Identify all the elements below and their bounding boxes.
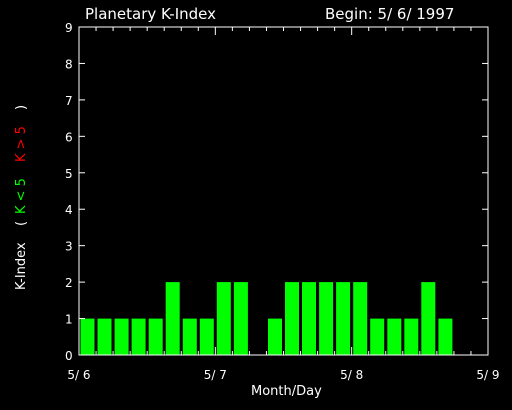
y-axis-label-prefix: K-Index	[14, 242, 29, 290]
y-tick-label: 0	[65, 349, 73, 363]
k-index-bar	[199, 318, 214, 355]
y-tick-label: 5	[65, 167, 73, 181]
k-index-bar	[404, 318, 419, 355]
y-tick-label: 8	[65, 57, 73, 71]
plot-area: 0 1 2 3 4 5 6 7 8 9 5/ 6 5/ 7 5/ 8 5/ 9	[65, 21, 500, 382]
k-index-bar	[216, 282, 231, 355]
chart-title: Planetary K-Index	[85, 5, 216, 23]
x-tick-label: 5/ 9	[476, 368, 499, 382]
k-index-bar	[336, 282, 351, 355]
x-tick-label: 5/ 7	[204, 368, 227, 382]
y-axis-label-close-paren: )	[14, 105, 29, 110]
k-index-bar	[131, 318, 146, 355]
y-tick-label: 6	[65, 130, 73, 144]
k-index-bar	[302, 282, 316, 355]
k-index-bar	[353, 282, 368, 355]
y-tick-label: 1	[65, 313, 73, 327]
k-index-bar	[114, 318, 129, 355]
k-index-bar	[80, 318, 95, 355]
y-tick-label: 7	[65, 94, 73, 108]
begin-date-label: Begin: 5/ 6/ 1997	[325, 5, 454, 23]
x-tick-label: 5/ 6	[67, 368, 90, 382]
x-axis-label: Month/Day	[251, 384, 322, 399]
k-index-bar	[438, 318, 453, 355]
y-axis-label-high: K > 5	[14, 126, 29, 162]
y-axis-label: K-Index ( K < 5 K > 5 )	[14, 105, 29, 290]
y-axis-label-open-paren: (	[14, 221, 29, 226]
k-index-bar	[387, 318, 402, 355]
k-index-bar	[268, 318, 282, 355]
y-tick-label: 9	[65, 21, 73, 35]
k-index-bar	[285, 282, 299, 355]
x-tick-label: 5/ 8	[340, 368, 363, 382]
y-tick-label: 2	[65, 276, 73, 290]
y-tick-label: 4	[65, 203, 73, 217]
y-tick-label: 3	[65, 240, 73, 254]
k-index-bar	[421, 282, 436, 355]
k-index-bar	[319, 282, 334, 355]
y-axis-label-low: K < 5	[14, 178, 29, 214]
k-index-bar	[182, 318, 197, 355]
k-index-bar	[370, 318, 385, 355]
k-index-bar	[233, 282, 248, 355]
k-index-bar	[97, 318, 112, 355]
k-index-bar	[165, 282, 180, 355]
k-index-bar	[148, 318, 163, 355]
